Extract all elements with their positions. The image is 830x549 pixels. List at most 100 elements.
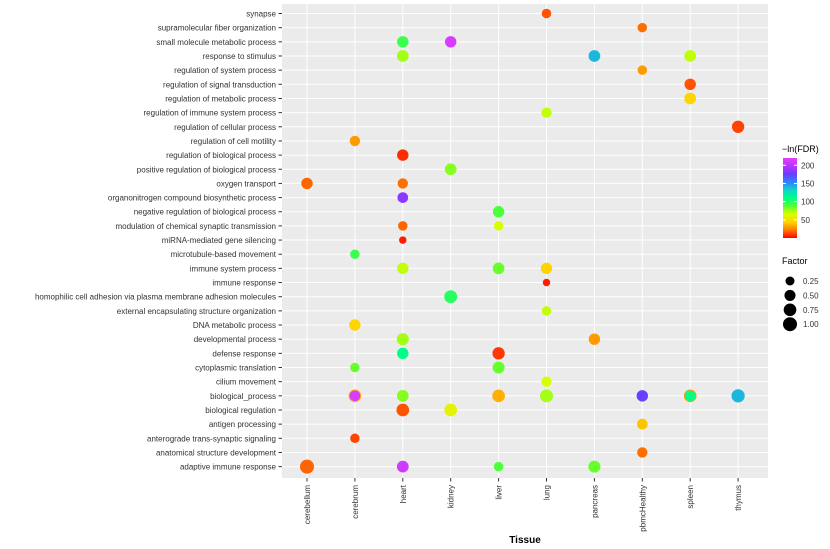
data-point	[444, 36, 457, 48]
data-point	[540, 389, 553, 403]
data-point	[349, 135, 361, 147]
x-tick-label: thymus	[734, 485, 743, 511]
data-point	[684, 78, 696, 91]
x-tick-label: spleen	[686, 485, 695, 509]
data-point	[397, 347, 409, 360]
y-tick-label: oxygen transport	[216, 179, 276, 188]
data-point	[731, 389, 745, 403]
data-point	[398, 221, 408, 231]
x-axis-title: Tissue	[509, 535, 541, 546]
y-tick-label: developmental process	[194, 335, 276, 344]
y-tick-label: anatomical structure development	[156, 448, 277, 457]
color-legend-label: 200	[801, 161, 815, 170]
y-tick-label: DNA metabolic process	[193, 321, 276, 330]
color-legend-label: 150	[801, 179, 815, 188]
y-tick-label: regulation of signal transduction	[163, 80, 276, 89]
y-tick-label: negative regulation of biological proces…	[134, 208, 276, 217]
y-tick-label: positive regulation of biological proces…	[137, 165, 276, 174]
y-tick-label: biological regulation	[205, 406, 276, 415]
data-point	[493, 461, 504, 472]
y-tick-label: response to stimulus	[203, 52, 276, 61]
y-tick-label: small molecule metabolic process	[156, 38, 276, 47]
color-legend-bar	[783, 158, 797, 238]
data-point	[397, 149, 409, 161]
color-legend-label: 50	[801, 216, 810, 225]
data-point	[588, 460, 601, 473]
x-tick-label: pancreas	[590, 485, 599, 518]
y-tick-label: regulation of biological process	[166, 151, 276, 160]
data-point	[300, 459, 314, 474]
y-tick-label: regulation of system process	[174, 66, 276, 75]
data-point	[397, 36, 409, 48]
data-point	[444, 163, 457, 176]
x-axis-labels: cerebellum cerebrum heart kidney liver lung pa…	[303, 478, 743, 532]
y-axis-labels: synapse supramolecular fiber organization…	[35, 10, 282, 472]
data-point	[444, 403, 458, 417]
y-tick-label: regulation of metabolic process	[165, 94, 276, 103]
data-point	[684, 92, 697, 105]
data-point	[588, 333, 601, 345]
data-point	[637, 447, 648, 458]
data-point	[637, 22, 648, 33]
data-point	[396, 50, 409, 62]
y-tick-label: cytoplasmic translation	[195, 364, 276, 373]
data-point	[540, 262, 553, 275]
y-tick-label: regulation of cellular process	[174, 123, 276, 132]
data-point	[541, 306, 552, 316]
y-tick-label: anterograde trans-synaptic signaling	[147, 434, 276, 443]
data-point	[350, 362, 360, 373]
y-tick-label: immune response	[212, 279, 276, 288]
y-tick-label: antigen processing	[209, 420, 276, 429]
data-point	[396, 389, 409, 402]
data-point	[541, 376, 552, 387]
data-point	[636, 418, 648, 430]
y-tick-label: regulation of immune system process	[144, 109, 277, 118]
size-legend-title: Factor	[782, 256, 808, 266]
data-point	[492, 262, 505, 275]
y-tick-label: modulation of chemical synaptic transmis…	[115, 222, 276, 231]
data-point	[541, 8, 552, 19]
size-legend-dot	[783, 317, 797, 332]
size-legend-label: 1.00	[803, 320, 819, 329]
y-tick-label: microtubule-based movement	[171, 250, 277, 259]
data-point	[301, 177, 313, 190]
x-tick-label: pbmcHealthy	[638, 485, 647, 532]
x-tick-label: liver	[495, 485, 504, 500]
data-point	[349, 319, 361, 331]
y-tick-label: adaptive immune response	[180, 463, 277, 472]
y-tick-label: defense response	[212, 349, 276, 358]
data-point	[731, 120, 745, 133]
data-point	[542, 278, 551, 287]
y-tick-label: miRNA-mediated gene silencing	[162, 236, 276, 245]
data-point	[349, 390, 361, 402]
y-tick-label: cilium movement	[216, 378, 277, 387]
data-point	[492, 347, 505, 360]
y-tick-label: synapse	[246, 10, 276, 19]
size-legend-dot	[783, 303, 797, 317]
data-point	[637, 65, 648, 75]
data-point	[396, 333, 409, 346]
size-legend-dot	[785, 276, 795, 286]
y-tick-label: biological_process	[210, 392, 276, 401]
data-point	[396, 460, 409, 473]
data-point	[541, 107, 552, 118]
size-legend: Factor 0.25 0.50 0.75 1.00	[782, 256, 819, 332]
y-tick-label: homophilic cell adhesion via plasma memb…	[35, 293, 276, 302]
data-point	[684, 50, 697, 62]
y-tick-label: regulation of cell motility	[191, 137, 276, 146]
data-point	[397, 178, 408, 189]
data-point	[396, 403, 410, 417]
y-tick-label: immune system process	[190, 264, 276, 273]
color-legend-label: 100	[801, 198, 815, 207]
data-points	[300, 8, 745, 474]
x-tick-label: kidney	[447, 485, 456, 508]
y-tick-label: external encapsulating structure organiz…	[117, 307, 276, 316]
x-tick-label: cerebrum	[351, 485, 360, 519]
color-legend-title: −ln(FDR)	[782, 144, 819, 154]
data-point	[588, 50, 601, 62]
data-point	[636, 390, 649, 402]
color-legend: −ln(FDR) 50 100 150 200	[782, 144, 819, 238]
data-point	[493, 221, 504, 231]
data-point	[684, 390, 696, 402]
